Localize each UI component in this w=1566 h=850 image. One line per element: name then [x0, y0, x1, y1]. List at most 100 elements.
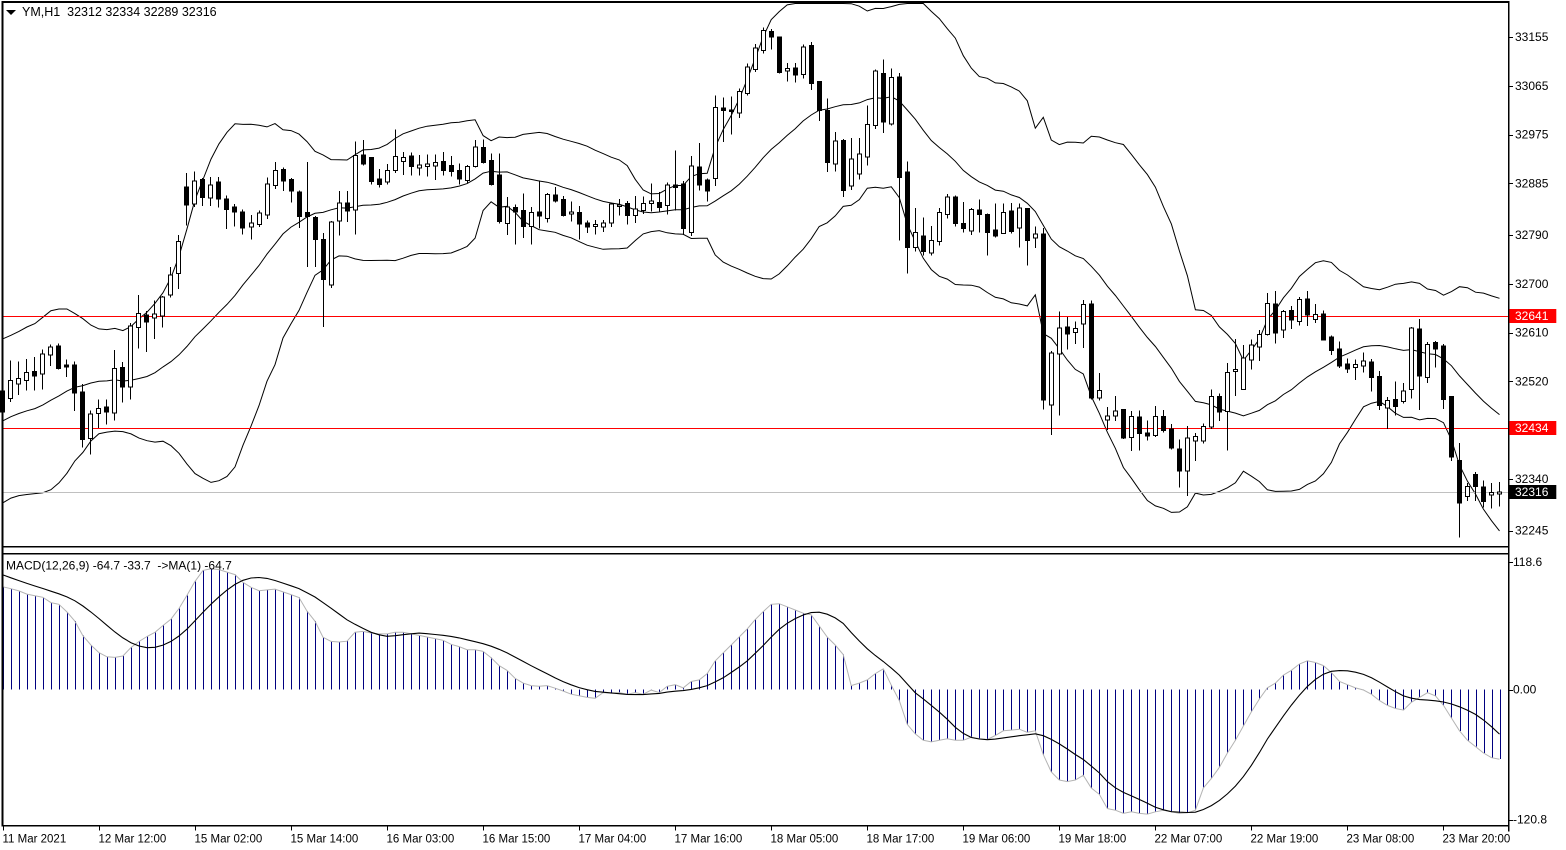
time-label[interactable]: 23 Mar 08:00: [1347, 834, 1415, 846]
candle-body-bull: [1001, 212, 1006, 234]
candle-body-bull: [1313, 314, 1318, 321]
candle-body-bull: [1049, 352, 1054, 406]
time-label[interactable]: 22 Mar 07:00: [1155, 834, 1223, 846]
candle-body-bear: [577, 211, 582, 225]
candle-body-bull: [529, 212, 534, 228]
time-label[interactable]: 11 Mar 2021: [3, 834, 67, 846]
candle-body-bull: [617, 204, 622, 208]
candle-body-bear: [729, 109, 734, 112]
candle-body-bear: [56, 345, 61, 369]
time-label[interactable]: 23 Mar 20:00: [1443, 834, 1511, 846]
candle-body-bull: [689, 165, 694, 234]
candle-body-bear: [32, 371, 37, 377]
candle-body-bear: [769, 31, 774, 38]
candle-body-bull: [1297, 298, 1302, 322]
price-badge-red[interactable]: [1509, 309, 1557, 323]
candle-body-bear: [1457, 460, 1462, 504]
price-badge-red[interactable]: [1509, 421, 1557, 435]
candle-body-bear: [1217, 396, 1222, 413]
candle-body-bear: [793, 67, 798, 76]
candle-body-bear: [232, 206, 237, 213]
candle-body-bear: [216, 181, 221, 200]
price-label: 32975: [1515, 128, 1549, 142]
candle-body-bear: [1345, 363, 1350, 370]
candle-body-bear: [817, 81, 822, 111]
candle-body-bear: [1161, 416, 1166, 432]
candle-body-bull: [1105, 415, 1110, 421]
time-label[interactable]: 15 Mar 02:00: [195, 834, 263, 846]
candle-body-bear: [1305, 298, 1310, 316]
candle-body-bear: [1441, 345, 1446, 401]
candle-body-bull: [601, 222, 606, 228]
candle-body-bull: [473, 146, 478, 168]
candle-body-bull: [1073, 327, 1078, 334]
candle-body-bull: [1409, 327, 1414, 390]
time-label[interactable]: 18 Mar 05:00: [771, 834, 839, 846]
candle-body-bear: [921, 235, 926, 252]
candle-body-bull: [801, 46, 806, 75]
time-label[interactable]: 19 Mar 18:00: [1059, 834, 1127, 846]
candle-body-bull: [1033, 233, 1038, 239]
candle-body-bull: [257, 212, 262, 225]
candle-body-bull: [761, 30, 766, 51]
price-label: 32610: [1515, 326, 1549, 340]
candle-body-bear: [993, 229, 998, 237]
candle-body-bull: [112, 368, 117, 414]
time-label[interactable]: 17 Mar 16:00: [675, 834, 743, 846]
candle-body-bear: [64, 364, 69, 368]
candle-body-bull: [1081, 303, 1086, 325]
time-label[interactable]: 12 Mar 12:00: [99, 834, 167, 846]
candle-body-bear: [297, 191, 302, 217]
candle-body-bull: [889, 77, 894, 125]
candle-body-bull: [969, 208, 974, 232]
candle-body-bull: [1185, 437, 1190, 472]
candle-body-bull: [1233, 369, 1238, 372]
candle-body-bear: [985, 213, 990, 233]
macd-scale-label: 0.00: [1513, 683, 1537, 697]
candle-body-bear: [697, 166, 702, 186]
price-badge-red-text: 32641: [1515, 309, 1549, 323]
candle-body-bull: [1193, 436, 1198, 442]
candle-body-bear: [377, 178, 382, 185]
candle-body-bear: [561, 199, 566, 217]
candle-body-bull: [273, 170, 278, 186]
candle-body-bear: [953, 196, 958, 224]
candle-body-bear: [240, 211, 245, 229]
candle-body-bear: [489, 160, 494, 186]
candle-body-bear: [825, 110, 830, 163]
time-label[interactable]: 17 Mar 04:00: [579, 834, 647, 846]
time-label[interactable]: 19 Mar 06:00: [963, 834, 1031, 846]
candle-body-bull: [1209, 396, 1214, 428]
time-label[interactable]: 16 Mar 15:00: [483, 834, 551, 846]
candle-body-bull: [1249, 344, 1254, 361]
triangle-down-icon[interactable]: [6, 10, 16, 15]
candle-body-bull: [785, 68, 790, 72]
candle-body-bull: [1017, 207, 1022, 229]
price-badge-red-text: 32434: [1515, 421, 1549, 435]
price-label: 32340: [1515, 472, 1549, 486]
candle-body-bear: [1393, 398, 1398, 407]
candle-body-bull: [1113, 410, 1118, 417]
candle-body-bull: [641, 202, 646, 212]
price-badge-current[interactable]: [1509, 485, 1557, 499]
time-label[interactable]: 18 Mar 17:00: [867, 834, 935, 846]
price-label: 32245: [1515, 524, 1549, 538]
candle-body-bull: [168, 274, 173, 296]
candle-body-bear: [1449, 396, 1454, 458]
candle-body-bear: [1329, 336, 1334, 352]
candle-body-bear: [497, 174, 502, 223]
candle-body-bear: [281, 169, 286, 182]
bollinger-lower-line: [2, 186, 1500, 532]
price-label: 32790: [1515, 228, 1549, 242]
candle-body-bull: [937, 212, 942, 242]
candle-body-bear: [224, 198, 229, 210]
time-label[interactable]: 22 Mar 19:00: [1251, 834, 1319, 846]
time-label[interactable]: 16 Mar 03:00: [387, 834, 455, 846]
candle-body-bull: [40, 353, 45, 375]
candle-body-bull: [1281, 311, 1286, 331]
candle-body-bull: [433, 162, 438, 167]
time-label[interactable]: 15 Mar 14:00: [291, 834, 359, 846]
